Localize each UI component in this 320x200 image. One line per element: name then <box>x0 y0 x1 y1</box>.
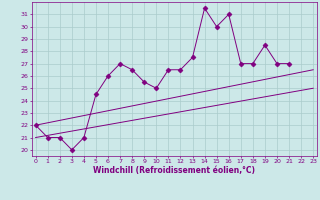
X-axis label: Windchill (Refroidissement éolien,°C): Windchill (Refroidissement éolien,°C) <box>93 166 255 175</box>
